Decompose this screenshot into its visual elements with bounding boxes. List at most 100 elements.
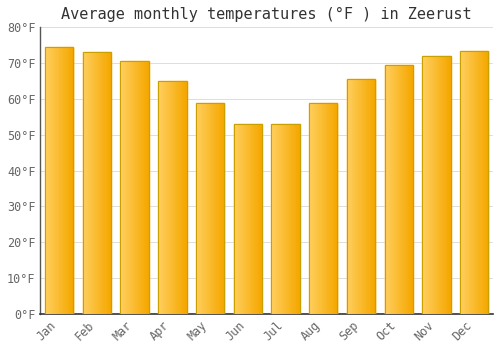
Bar — [286, 124, 287, 314]
Bar — [431, 56, 432, 314]
Bar — [106, 52, 107, 314]
Bar — [185, 81, 186, 314]
Bar — [159, 81, 160, 314]
Bar — [221, 103, 222, 314]
Bar — [473, 51, 474, 314]
Bar — [89, 52, 90, 314]
Bar — [161, 81, 162, 314]
Bar — [364, 79, 365, 314]
Bar — [200, 103, 201, 314]
Bar — [204, 103, 205, 314]
Title: Average monthly temperatures (°F ) in Zeerust: Average monthly temperatures (°F ) in Ze… — [62, 7, 472, 22]
Bar — [275, 124, 276, 314]
Bar — [365, 79, 366, 314]
Bar — [423, 56, 424, 314]
Bar — [184, 81, 185, 314]
Bar — [474, 51, 475, 314]
Bar — [461, 51, 462, 314]
Bar — [104, 52, 105, 314]
Bar — [280, 124, 281, 314]
Bar — [103, 52, 104, 314]
Bar — [128, 61, 129, 314]
Bar — [296, 124, 297, 314]
Bar — [108, 52, 109, 314]
Bar — [389, 65, 390, 314]
Bar — [470, 51, 471, 314]
Bar — [170, 81, 171, 314]
Bar — [358, 79, 360, 314]
Bar — [287, 124, 288, 314]
Bar — [130, 61, 131, 314]
Bar — [57, 47, 58, 314]
Bar — [361, 79, 362, 314]
Bar — [289, 124, 290, 314]
Bar — [425, 56, 426, 314]
Bar — [91, 52, 92, 314]
Bar — [368, 79, 369, 314]
Bar — [148, 61, 149, 314]
Bar — [347, 79, 348, 314]
Bar — [202, 103, 203, 314]
Bar — [449, 56, 450, 314]
Bar — [317, 103, 318, 314]
Bar — [487, 51, 488, 314]
Bar — [253, 124, 254, 314]
Bar — [402, 65, 404, 314]
Bar — [147, 61, 148, 314]
Bar — [320, 103, 321, 314]
Bar — [53, 47, 54, 314]
Bar — [467, 51, 468, 314]
Bar — [208, 103, 209, 314]
Bar — [460, 51, 461, 314]
Bar — [291, 124, 292, 314]
Bar — [210, 103, 211, 314]
Bar — [201, 103, 202, 314]
Bar — [166, 81, 168, 314]
Bar — [183, 81, 184, 314]
Bar — [355, 79, 356, 314]
Bar — [259, 124, 260, 314]
Bar — [350, 79, 351, 314]
Bar — [66, 47, 67, 314]
Bar — [52, 47, 53, 314]
Bar — [69, 47, 70, 314]
Bar — [445, 56, 446, 314]
Bar — [142, 61, 143, 314]
Bar — [120, 61, 149, 314]
Bar — [239, 124, 240, 314]
Bar — [385, 65, 386, 314]
Bar — [484, 51, 485, 314]
Bar — [309, 103, 310, 314]
Bar — [169, 81, 170, 314]
Bar — [99, 52, 100, 314]
Bar — [140, 61, 141, 314]
Bar — [255, 124, 256, 314]
Bar — [164, 81, 165, 314]
Bar — [85, 52, 86, 314]
Bar — [466, 51, 467, 314]
Bar — [97, 52, 98, 314]
Bar — [217, 103, 218, 314]
Bar — [337, 103, 338, 314]
Bar — [326, 103, 327, 314]
Bar — [330, 103, 331, 314]
Bar — [173, 81, 174, 314]
Bar — [257, 124, 258, 314]
Bar — [483, 51, 484, 314]
Bar — [95, 52, 96, 314]
Bar — [394, 65, 395, 314]
Bar — [160, 81, 161, 314]
Bar — [49, 47, 50, 314]
Bar — [373, 79, 374, 314]
Bar — [83, 52, 84, 314]
Bar — [277, 124, 278, 314]
Bar — [126, 61, 128, 314]
Bar — [214, 103, 215, 314]
Bar — [131, 61, 132, 314]
Bar — [315, 103, 316, 314]
Bar — [448, 56, 449, 314]
Bar — [444, 56, 445, 314]
Bar — [236, 124, 237, 314]
Bar — [407, 65, 408, 314]
Bar — [272, 124, 273, 314]
